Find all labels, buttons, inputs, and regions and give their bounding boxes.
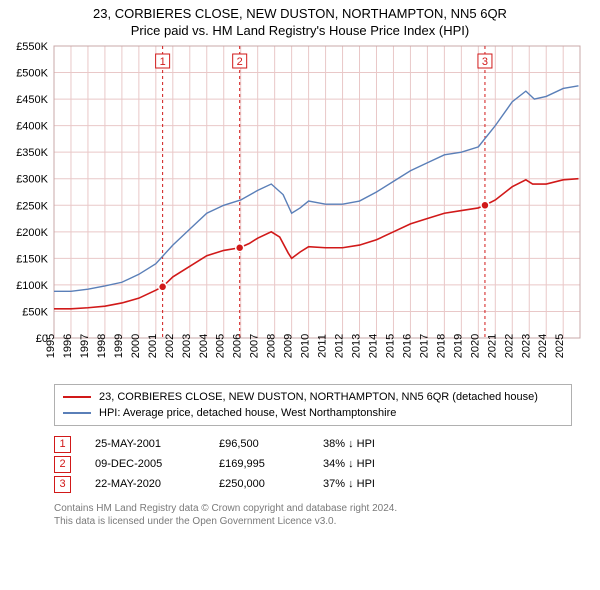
y-axis-tick-label: £50K	[22, 306, 48, 318]
legend-item: HPI: Average price, detached house, West…	[63, 405, 563, 421]
x-axis-tick-label: 1995	[45, 334, 57, 358]
event-date: 22-MAY-2020	[95, 478, 195, 490]
event-dot	[236, 244, 244, 252]
legend-label: HPI: Average price, detached house, West…	[99, 407, 396, 419]
x-axis-tick-label: 2021	[486, 334, 498, 358]
event-number-icon: 2	[54, 456, 71, 473]
event-price: £169,995	[219, 458, 299, 470]
x-axis-tick-label: 2023	[520, 334, 532, 358]
x-axis-tick-label: 2011	[317, 334, 329, 358]
legend-item: 23, CORBIERES CLOSE, NEW DUSTON, NORTHAM…	[63, 389, 563, 405]
x-axis-tick-label: 2000	[130, 334, 142, 358]
x-axis-tick-label: 2019	[452, 334, 464, 358]
legend-swatch	[63, 396, 91, 398]
event-row: 1 25-MAY-2001 £96,500 38% ↓ HPI	[54, 434, 572, 454]
x-axis-tick-label: 2020	[469, 334, 481, 358]
x-axis-tick-label: 2015	[384, 334, 396, 358]
event-vs-hpi: 37% ↓ HPI	[323, 478, 413, 490]
x-axis-tick-label: 2017	[418, 334, 430, 358]
y-axis-tick-label: £100K	[16, 280, 48, 292]
footer-line-1: Contains HM Land Registry data © Crown c…	[54, 502, 572, 515]
x-axis-tick-label: 2005	[215, 334, 227, 358]
x-axis-tick-label: 2010	[300, 334, 312, 358]
event-dot	[481, 201, 489, 209]
y-axis-tick-label: £350K	[16, 147, 48, 159]
event-vs-hpi: 34% ↓ HPI	[323, 458, 413, 470]
x-axis-tick-label: 2014	[367, 334, 379, 358]
y-axis-tick-label: £150K	[16, 253, 48, 265]
x-axis-tick-label: 1998	[96, 334, 108, 358]
price-hpi-chart: £0£50K£100K£150K£200K£250K£300K£350K£400…	[0, 38, 600, 378]
x-axis-tick-label: 2001	[147, 334, 159, 358]
x-axis-tick-label: 2022	[503, 334, 515, 358]
x-axis-tick-label: 2025	[554, 334, 566, 358]
x-axis-tick-label: 2008	[266, 334, 278, 358]
footer-line-2: This data is licensed under the Open Gov…	[54, 515, 572, 528]
y-axis-tick-label: £250K	[16, 200, 48, 212]
x-axis-tick-label: 1999	[113, 334, 125, 358]
y-axis-tick-label: £200K	[16, 227, 48, 239]
event-date: 25-MAY-2001	[95, 438, 195, 450]
event-price: £250,000	[219, 478, 299, 490]
x-axis-tick-label: 2012	[334, 334, 346, 358]
event-date: 09-DEC-2005	[95, 458, 195, 470]
x-axis-tick-label: 2009	[283, 334, 295, 358]
event-row: 2 09-DEC-2005 £169,995 34% ↓ HPI	[54, 454, 572, 474]
x-axis-tick-label: 2006	[232, 334, 244, 358]
x-axis-tick-label: 2002	[164, 334, 176, 358]
event-price: £96,500	[219, 438, 299, 450]
event-row: 3 22-MAY-2020 £250,000 37% ↓ HPI	[54, 474, 572, 494]
sale-events-table: 1 25-MAY-2001 £96,500 38% ↓ HPI 2 09-DEC-2005…	[54, 434, 572, 494]
event-marker-label: 1	[160, 56, 166, 68]
x-axis-tick-label: 1997	[79, 334, 91, 358]
event-marker-label: 2	[237, 56, 243, 68]
event-number-icon: 3	[54, 476, 71, 493]
x-axis-tick-label: 2004	[198, 334, 210, 358]
event-vs-hpi: 38% ↓ HPI	[323, 438, 413, 450]
legend-swatch	[63, 412, 91, 414]
y-axis-tick-label: £550K	[16, 41, 48, 53]
event-number-icon: 1	[54, 436, 71, 453]
attribution-footer: Contains HM Land Registry data © Crown c…	[54, 502, 572, 528]
chart-title-sub: Price paid vs. HM Land Registry's House …	[0, 23, 600, 38]
y-axis-tick-label: £400K	[16, 121, 48, 133]
event-dot	[159, 283, 167, 291]
series-hpi	[54, 86, 578, 291]
legend-label: 23, CORBIERES CLOSE, NEW DUSTON, NORTHAM…	[99, 391, 538, 403]
y-axis-tick-label: £450K	[16, 94, 48, 106]
x-axis-tick-label: 2007	[249, 334, 261, 358]
x-axis-tick-label: 2003	[181, 334, 193, 358]
x-axis-tick-label: 2018	[435, 334, 447, 358]
event-marker-label: 3	[482, 56, 488, 68]
x-axis-tick-label: 1996	[62, 334, 74, 358]
series-price_paid	[54, 179, 578, 309]
x-axis-tick-label: 2024	[537, 334, 549, 358]
y-axis-tick-label: £300K	[16, 174, 48, 186]
legend: 23, CORBIERES CLOSE, NEW DUSTON, NORTHAM…	[54, 384, 572, 426]
x-axis-tick-label: 2013	[351, 334, 363, 358]
chart-title-main: 23, CORBIERES CLOSE, NEW DUSTON, NORTHAM…	[0, 6, 600, 21]
x-axis-tick-label: 2016	[401, 334, 413, 358]
y-axis-tick-label: £500K	[16, 68, 48, 80]
